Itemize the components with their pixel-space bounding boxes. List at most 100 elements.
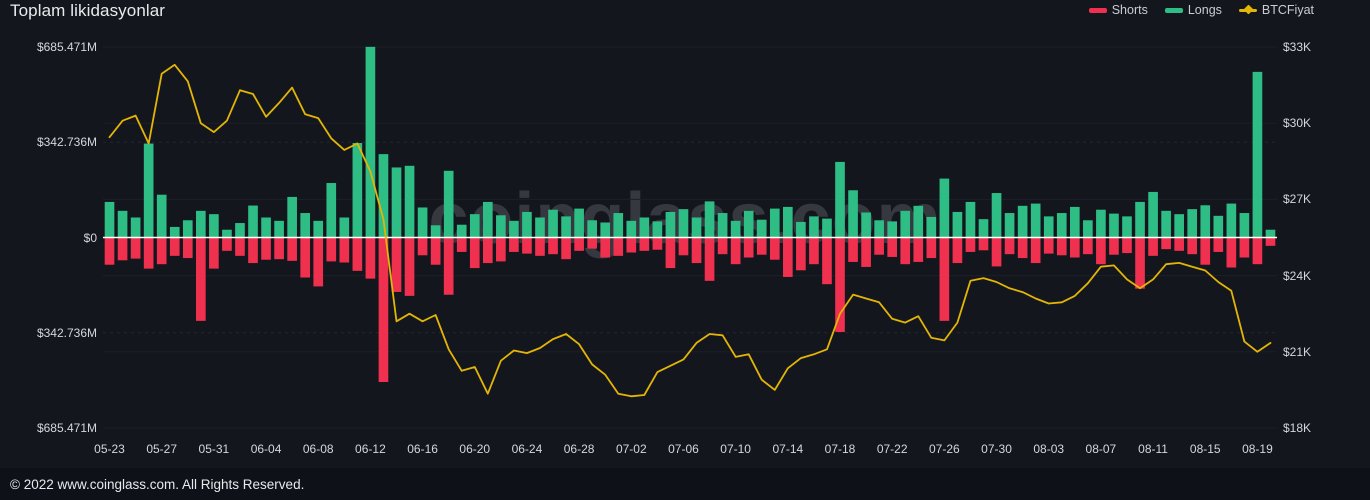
bar [913,237,924,262]
bar [196,237,206,321]
bar [300,237,311,278]
bar [1069,237,1080,258]
bar [717,237,728,255]
bar [1239,213,1250,238]
bar [404,237,415,296]
x-axis-tick: 07-18 [824,442,856,456]
bar [469,214,480,238]
bar [222,237,232,251]
bar [209,237,219,269]
bar [391,237,402,292]
x-axis-tick: 07-26 [929,442,960,456]
shorts-swatch-icon [1088,7,1107,13]
bar [274,237,284,260]
bar [496,237,506,262]
bar [1096,209,1106,238]
bar [548,237,558,255]
bar [1030,203,1041,238]
x-axis-tick: 06-28 [563,442,595,456]
bar [652,221,663,238]
bar [156,237,167,265]
legend-item-btc-price[interactable]: BTCFiyat [1238,3,1314,17]
bar [1122,237,1132,254]
bar [561,237,571,260]
bar [1148,191,1158,238]
bar [522,211,532,238]
bar [978,219,989,238]
bar [248,237,258,264]
bar [430,225,441,238]
bar [1200,205,1211,238]
bar [1174,237,1184,251]
price-line-swatch-icon [1238,8,1257,12]
bar-series-longs [104,46,1276,238]
bar [117,237,128,261]
bar [417,207,428,238]
bar [313,220,324,238]
bar [704,201,715,238]
y-axis-right-tick: $24K [1283,268,1312,283]
bar [456,224,467,238]
bar [574,208,584,238]
btc-price-line [108,63,1272,398]
bar [874,220,884,238]
bar [222,229,232,238]
bar [809,237,819,265]
bar [939,237,950,321]
legend-item-longs[interactable]: Longs [1164,3,1222,17]
x-axis-tick: 08-19 [1242,442,1273,456]
x-axis-tick: 07-30 [981,442,1012,456]
y-axis-left-tick: $0 [83,230,97,245]
longs-swatch-icon [1164,7,1183,13]
bar [443,170,454,238]
x-axis-tick: 07-14 [772,442,804,456]
bar [900,237,911,265]
x-axis-tick: 08-07 [1085,442,1117,456]
bar [378,154,389,238]
chart-plot-area[interactable]: coinglass.com $685.471M$342.736M$0$342.7… [0,28,1370,468]
y-axis-right-tick: $30K [1283,116,1312,131]
bar [313,237,324,287]
bar [900,210,911,238]
x-axis-tick: 08-03 [1033,442,1065,456]
bar [1109,213,1119,238]
bar [365,237,376,279]
bar [1004,237,1015,255]
bar [665,211,676,238]
bar [835,161,845,238]
bar [848,237,858,262]
bar [691,217,702,238]
bar [887,221,898,238]
bar [809,216,819,238]
bar [769,208,780,238]
x-axis-tick: 06-20 [459,442,491,456]
bar [1265,237,1276,246]
y-axis-right-tick: $33K [1283,40,1312,54]
bar [378,237,389,383]
bar [404,165,415,238]
bar [652,237,663,250]
bar [626,237,637,253]
bar [509,237,519,252]
legend-label-shorts: Shorts [1111,3,1148,17]
bar [600,237,611,258]
bar [1213,237,1224,252]
bar [613,213,624,238]
bar [261,217,271,238]
x-axis-tick: 06-08 [302,442,334,456]
bar [339,237,350,263]
bar [952,237,963,264]
bar [1252,71,1263,238]
bar [783,206,793,238]
bar [248,205,258,238]
bar [535,217,545,238]
bar [1122,216,1132,238]
bar [156,194,167,238]
bar [1213,215,1224,238]
bar [926,237,937,259]
bar [1161,210,1171,238]
legend-item-shorts[interactable]: Shorts [1088,3,1148,17]
liquidations-chart-svg [103,46,1277,429]
bar [1252,237,1263,265]
